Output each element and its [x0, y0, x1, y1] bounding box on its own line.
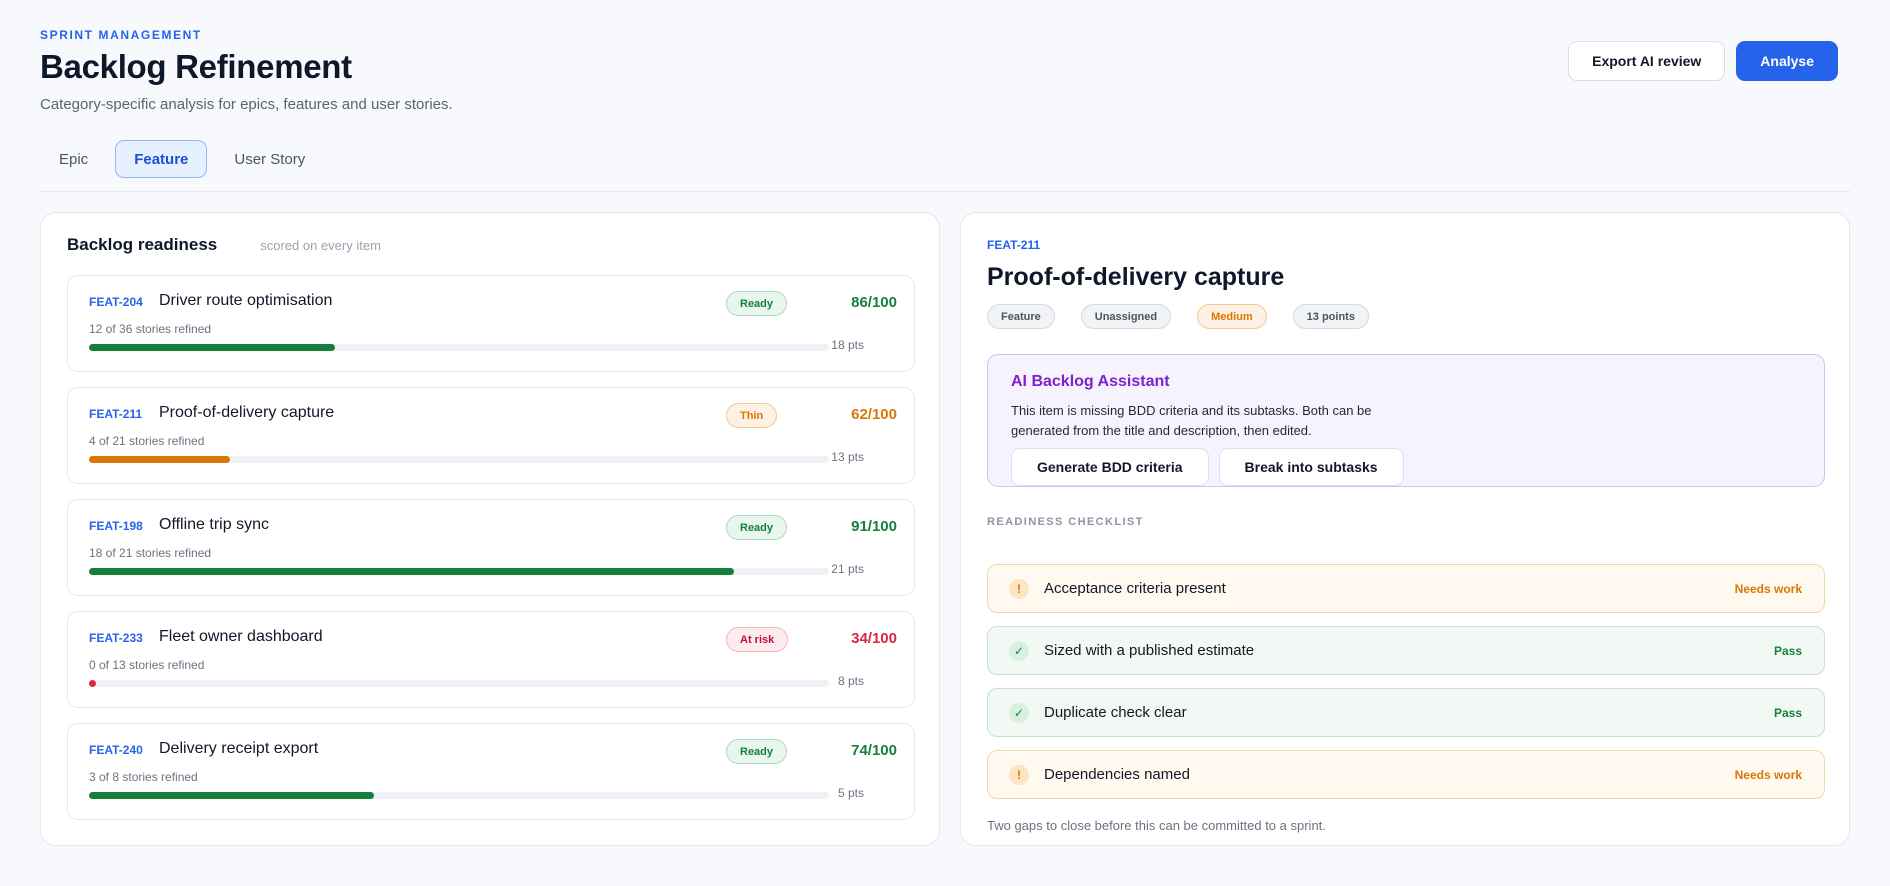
backlog-item[interactable]: FEAT-233 Fleet owner dashboard At risk 3…	[67, 611, 915, 708]
checklist-label: READINESS CHECKLIST	[987, 516, 1144, 528]
warning-icon: !	[1009, 579, 1029, 599]
detail-footnote: Two gaps to close before this can be com…	[987, 818, 1326, 833]
check-icon: ✓	[1009, 641, 1029, 661]
status-badge: Ready	[726, 291, 788, 316]
detail-item-id: FEAT-211	[987, 238, 1041, 252]
item-id: FEAT-198	[89, 519, 143, 533]
status-badge: Ready	[726, 739, 788, 764]
item-id: FEAT-240	[89, 743, 143, 757]
check-status: Pass	[1773, 644, 1802, 658]
generate-bdd-button[interactable]: Generate BDD criteria	[1011, 448, 1209, 486]
status-badge: At risk	[726, 627, 789, 652]
ai-assistant-card: AI Backlog Assistant This item is missin…	[987, 354, 1825, 487]
check-label: Dependencies named	[1044, 766, 1190, 783]
item-meta: 0 of 13 stories refined	[89, 658, 205, 672]
backlog-item[interactable]: FEAT-211 Proof-of-delivery capture Thin …	[67, 387, 915, 484]
checklist-item: ! Dependencies named Needs work	[987, 750, 1825, 799]
backlog-readiness-panel: Backlog readiness scored on every item F…	[40, 212, 940, 846]
item-meta: 12 of 36 stories refined	[89, 322, 212, 336]
item-meta: 4 of 21 stories refined	[89, 434, 205, 448]
check-status: Needs work	[1734, 582, 1802, 596]
readiness-title: Backlog readiness	[67, 235, 218, 254]
assistant-title: AI Backlog Assistant	[1011, 373, 1170, 390]
item-points: 8 pts	[837, 674, 864, 688]
page-subtitle: Category-specific analysis for epics, fe…	[40, 96, 453, 113]
header-actions: Export AI review Analyse	[1568, 41, 1838, 81]
progress-fill	[89, 568, 734, 575]
page-header: SPRINT MANAGEMENT Backlog Refinement Cat…	[40, 28, 453, 113]
export-ai-review-button[interactable]: Export AI review	[1568, 41, 1726, 81]
item-score: 91/100	[851, 518, 897, 535]
item-points: 21 pts	[831, 562, 864, 576]
priority-chip: Medium	[1197, 304, 1267, 329]
progress-track	[89, 456, 829, 463]
backlog-item[interactable]: FEAT-204 Driver route optimisation Ready…	[67, 275, 915, 372]
detail-chips: Feature Unassigned Medium 13 points	[987, 304, 1369, 329]
item-score: 34/100	[851, 630, 897, 647]
readiness-checklist: ! Acceptance criteria present Needs work…	[987, 564, 1825, 812]
check-status: Pass	[1773, 706, 1802, 720]
item-meta: 3 of 8 stories refined	[89, 770, 198, 784]
tab-user-story[interactable]: User Story	[234, 150, 306, 168]
assistant-text: This item is missing BDD criteria and it…	[1011, 403, 1372, 438]
tab-feature[interactable]: Feature	[115, 140, 208, 178]
page-title: Backlog Refinement	[40, 48, 352, 85]
warning-icon: !	[1009, 765, 1029, 785]
break-into-subtasks-button[interactable]: Break into subtasks	[1218, 448, 1404, 486]
progress-track	[89, 680, 829, 687]
progress-fill	[89, 792, 374, 799]
item-detail-panel: FEAT-211 Proof-of-delivery capture Featu…	[960, 212, 1850, 846]
item-id: FEAT-204	[89, 295, 143, 309]
check-label: Duplicate check clear	[1044, 704, 1187, 721]
checklist-item: ✓ Duplicate check clear Pass	[987, 688, 1825, 737]
progress-fill	[89, 456, 230, 463]
tab-epic[interactable]: Epic	[59, 150, 89, 168]
item-score: 86/100	[851, 294, 897, 311]
checklist-item: ✓ Sized with a published estimate Pass	[987, 626, 1825, 675]
check-label: Sized with a published estimate	[1044, 642, 1255, 659]
item-name: Driver route optimisation	[159, 292, 333, 309]
item-points: 18 pts	[831, 338, 864, 352]
item-points: 13 pts	[831, 450, 864, 464]
readiness-header: Backlog readiness scored on every item	[67, 235, 381, 255]
backlog-item[interactable]: FEAT-198 Offline trip sync Ready 91/100 …	[67, 499, 915, 596]
detail-title: Proof-of-delivery capture	[987, 263, 1285, 291]
progress-fill	[89, 680, 96, 687]
check-icon: ✓	[1009, 703, 1029, 723]
item-meta: 18 of 21 stories refined	[89, 546, 212, 560]
progress-fill	[89, 344, 336, 351]
header-divider	[40, 191, 1850, 192]
points-chip: 13 points	[1292, 304, 1369, 329]
item-name: Fleet owner dashboard	[159, 628, 323, 645]
backlog-item[interactable]: FEAT-240 Delivery receipt export Ready 7…	[67, 723, 915, 820]
check-label: Acceptance criteria present	[1044, 580, 1226, 597]
item-score: 62/100	[851, 406, 897, 423]
assignee-chip: Unassigned	[1080, 304, 1172, 329]
eyebrow: SPRINT MANAGEMENT	[40, 28, 202, 42]
item-id: FEAT-233	[89, 631, 143, 645]
category-tabs: Epic Feature User Story	[40, 140, 324, 178]
status-badge: Thin	[726, 403, 778, 428]
item-name: Offline trip sync	[159, 516, 269, 533]
progress-track	[89, 792, 829, 799]
item-id: FEAT-211	[89, 407, 143, 421]
readiness-hint: scored on every item	[260, 238, 381, 253]
item-points: 5 pts	[837, 786, 864, 800]
item-name: Delivery receipt export	[159, 740, 319, 757]
readiness-list: FEAT-204 Driver route optimisation Ready…	[67, 275, 915, 835]
type-chip: Feature	[987, 304, 1055, 329]
checklist-item: ! Acceptance criteria present Needs work	[987, 564, 1825, 613]
check-status: Needs work	[1734, 768, 1802, 782]
item-name: Proof-of-delivery capture	[159, 404, 335, 421]
analyse-button[interactable]: Analyse	[1736, 41, 1838, 81]
progress-track	[89, 568, 829, 575]
progress-track	[89, 344, 829, 351]
status-badge: Ready	[726, 515, 788, 540]
item-score: 74/100	[851, 742, 897, 759]
assistant-actions: Generate BDD criteria Break into subtask…	[1011, 448, 1404, 486]
